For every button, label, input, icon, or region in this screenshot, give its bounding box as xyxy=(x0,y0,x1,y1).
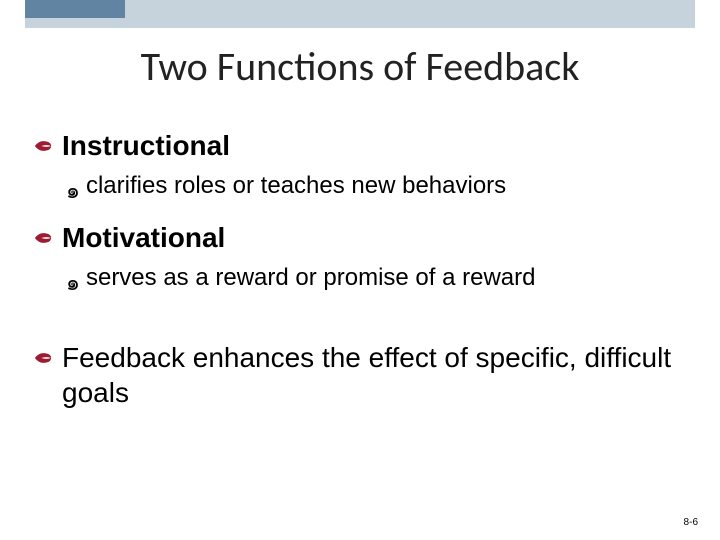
sub-bullet-icon: ๑ xyxy=(66,265,80,300)
leaf-icon xyxy=(34,350,52,366)
bullet-text: Instructional xyxy=(62,128,230,163)
leaf-icon xyxy=(34,138,52,154)
slide-title: Two Functions of Feedback xyxy=(0,28,720,109)
slide-number: 8-6 xyxy=(684,517,698,528)
bullet-feedback-enhances: Feedback enhances the effect of specific… xyxy=(34,340,690,410)
leaf-icon xyxy=(34,230,52,246)
bullet-motivational: Motivational xyxy=(34,220,690,255)
bullet-text: Motivational xyxy=(62,220,225,255)
sub-bullet-text: serves as a reward or promise of a rewar… xyxy=(86,263,536,293)
sub-bullet-icon: ๑ xyxy=(66,173,80,208)
bullet-text: Feedback enhances the effect of specific… xyxy=(62,340,690,410)
header-accent-block xyxy=(25,0,125,18)
bullet-instructional: Instructional xyxy=(34,128,690,163)
sub-bullet: ๑ serves as a reward or promise of a rew… xyxy=(66,263,690,300)
sub-bullet-text: clarifies roles or teaches new behaviors xyxy=(86,171,506,201)
spacer xyxy=(34,312,690,340)
content-area: Instructional ๑ clarifies roles or teach… xyxy=(34,128,690,418)
sub-bullet: ๑ clarifies roles or teaches new behavio… xyxy=(66,171,690,208)
